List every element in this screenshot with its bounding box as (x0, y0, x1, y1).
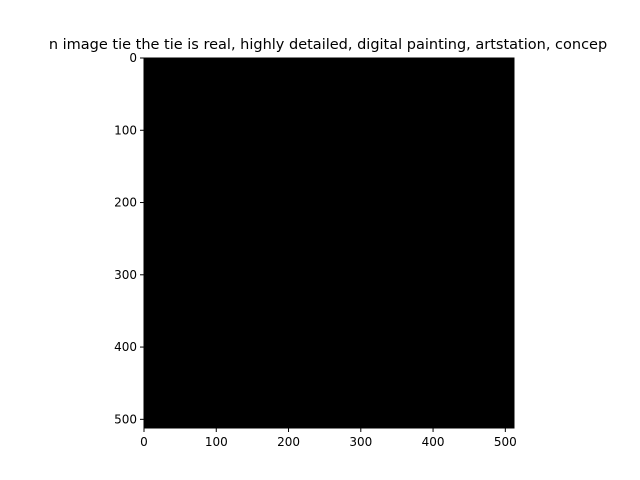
image-area (144, 58, 514, 428)
x-axis: 0 100 200 300 400 500 (140, 428, 517, 449)
axes-frame (143, 57, 515, 429)
x-tick-label: 0 (140, 435, 148, 449)
y-tick-label: 200 (114, 196, 137, 210)
chart-title: n image tie the tie is real, highly deta… (49, 37, 607, 53)
y-tick-label: 100 (114, 123, 137, 137)
x-tick-label: 200 (277, 435, 300, 449)
y-axis: 0 100 200 300 400 500 (114, 51, 144, 426)
y-tick-label: 0 (129, 51, 137, 65)
y-tick-label: 500 (114, 412, 137, 426)
x-tick-label: 100 (205, 435, 228, 449)
y-tick-label: 400 (114, 340, 137, 354)
x-tick-label: 500 (494, 435, 517, 449)
y-tick-label: 300 (114, 268, 137, 282)
x-tick-label: 300 (349, 435, 372, 449)
x-tick-label: 400 (422, 435, 445, 449)
